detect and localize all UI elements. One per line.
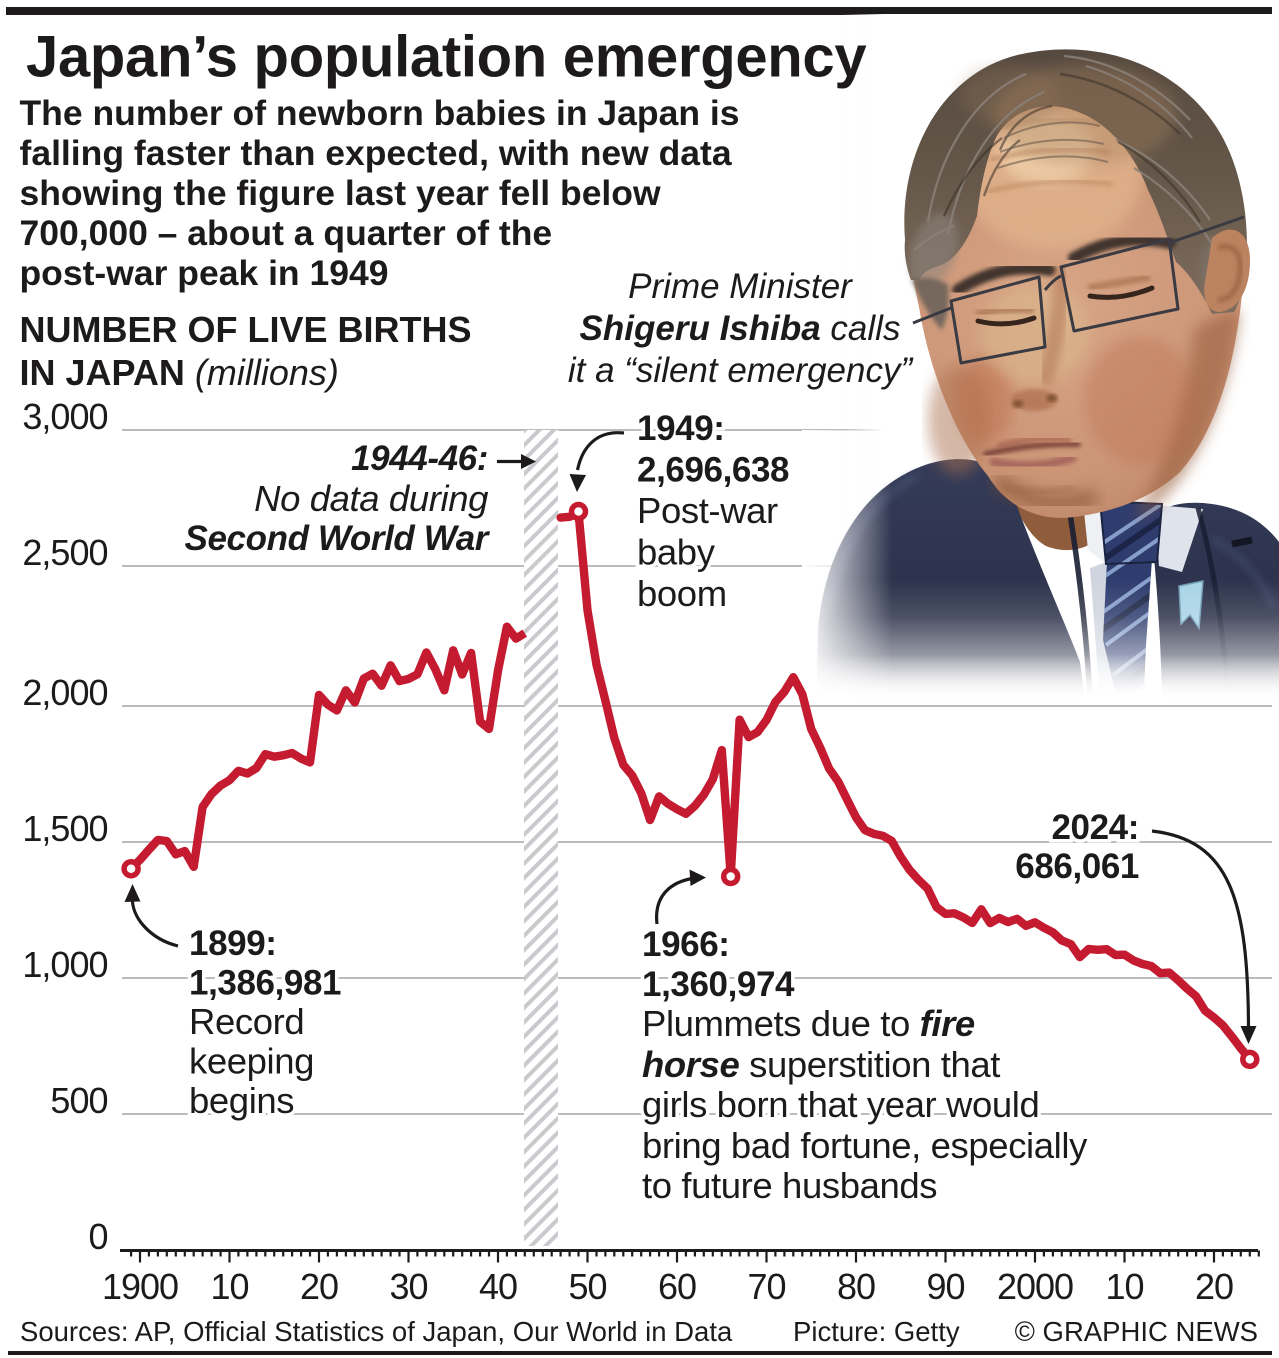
svg-text:No data during: No data during (254, 478, 488, 519)
svg-text:© GRAPHIC NEWS: © GRAPHIC NEWS (1015, 1316, 1258, 1347)
svg-text:1,500: 1,500 (22, 808, 107, 849)
svg-text:The number of newborn babies i: The number of newborn babies in Japan is (20, 93, 740, 133)
svg-text:70: 70 (747, 1266, 785, 1307)
svg-text:30: 30 (389, 1266, 427, 1307)
svg-text:horse superstition that: horse superstition that (642, 1044, 1000, 1085)
svg-text:Post-war: Post-war (637, 490, 778, 531)
svg-text:Plummets due to fire: Plummets due to fire (642, 1003, 975, 1044)
svg-text:3,000: 3,000 (22, 396, 107, 437)
svg-text:Second World War: Second World War (185, 519, 491, 558)
svg-text:post-war peak in 1949: post-war peak in 1949 (20, 253, 389, 293)
svg-text:keeping: keeping (189, 1041, 314, 1082)
svg-text:NUMBER OF LIVE BIRTHS: NUMBER OF LIVE BIRTHS (20, 309, 472, 350)
svg-text:Record: Record (189, 1001, 304, 1042)
svg-text:500: 500 (50, 1080, 107, 1121)
svg-text:40: 40 (479, 1266, 517, 1307)
svg-text:1944-46:: 1944-46: (351, 439, 488, 478)
svg-text:showing the figure last year f: showing the figure last year fell below (20, 173, 661, 213)
svg-text:60: 60 (658, 1266, 696, 1307)
svg-text:falling faster than expected,: falling faster than expected, with new d… (20, 133, 732, 173)
svg-text:1966:: 1966: (642, 925, 730, 964)
svg-text:2,500: 2,500 (22, 532, 107, 573)
svg-text:2,696,638: 2,696,638 (637, 451, 789, 490)
svg-text:10: 10 (210, 1266, 248, 1307)
svg-text:50: 50 (568, 1266, 606, 1307)
svg-text:IN JAPAN (millions): IN JAPAN (millions) (20, 352, 339, 393)
svg-text:80: 80 (837, 1266, 875, 1307)
svg-text:2,000: 2,000 (22, 672, 107, 713)
svg-text:2024:: 2024: (1051, 808, 1139, 847)
svg-text:20: 20 (1195, 1266, 1233, 1307)
svg-text:2000: 2000 (997, 1266, 1073, 1307)
svg-text:boom: boom (637, 573, 727, 614)
svg-text:begins: begins (189, 1080, 294, 1121)
svg-text:1900: 1900 (102, 1266, 178, 1307)
svg-text:700,000 – about a quarter of t: 700,000 – about a quarter of the (20, 213, 553, 253)
svg-text:bring bad fortune, especially: bring bad fortune, especially (642, 1125, 1088, 1166)
svg-text:20: 20 (300, 1266, 338, 1307)
svg-text:to future husbands: to future husbands (642, 1165, 937, 1206)
svg-text:it a “silent emergency”: it a “silent emergency” (568, 351, 914, 390)
svg-text:girls born that year would: girls born that year would (642, 1084, 1039, 1125)
svg-text:1899:: 1899: (189, 924, 277, 963)
svg-text:Japan’s population emergency: Japan’s population emergency (26, 25, 866, 90)
svg-text:1949:: 1949: (637, 409, 725, 448)
svg-text:1,360,974: 1,360,974 (642, 965, 795, 1004)
svg-text:10: 10 (1105, 1266, 1143, 1307)
svg-text:1,386,981: 1,386,981 (189, 964, 341, 1003)
svg-text:686,061: 686,061 (1015, 847, 1139, 886)
svg-text:Shigeru Ishiba calls: Shigeru Ishiba calls (580, 309, 901, 348)
svg-text:0: 0 (88, 1216, 107, 1257)
svg-text:Sources: AP, Official Statisti: Sources: AP, Official Statistics of Japa… (20, 1316, 733, 1347)
svg-text:Picture: Getty: Picture: Getty (793, 1316, 960, 1347)
svg-text:baby: baby (637, 532, 716, 573)
svg-text:90: 90 (926, 1266, 964, 1307)
svg-text:1,000: 1,000 (22, 944, 107, 985)
svg-text:Prime Minister: Prime Minister (628, 267, 853, 306)
